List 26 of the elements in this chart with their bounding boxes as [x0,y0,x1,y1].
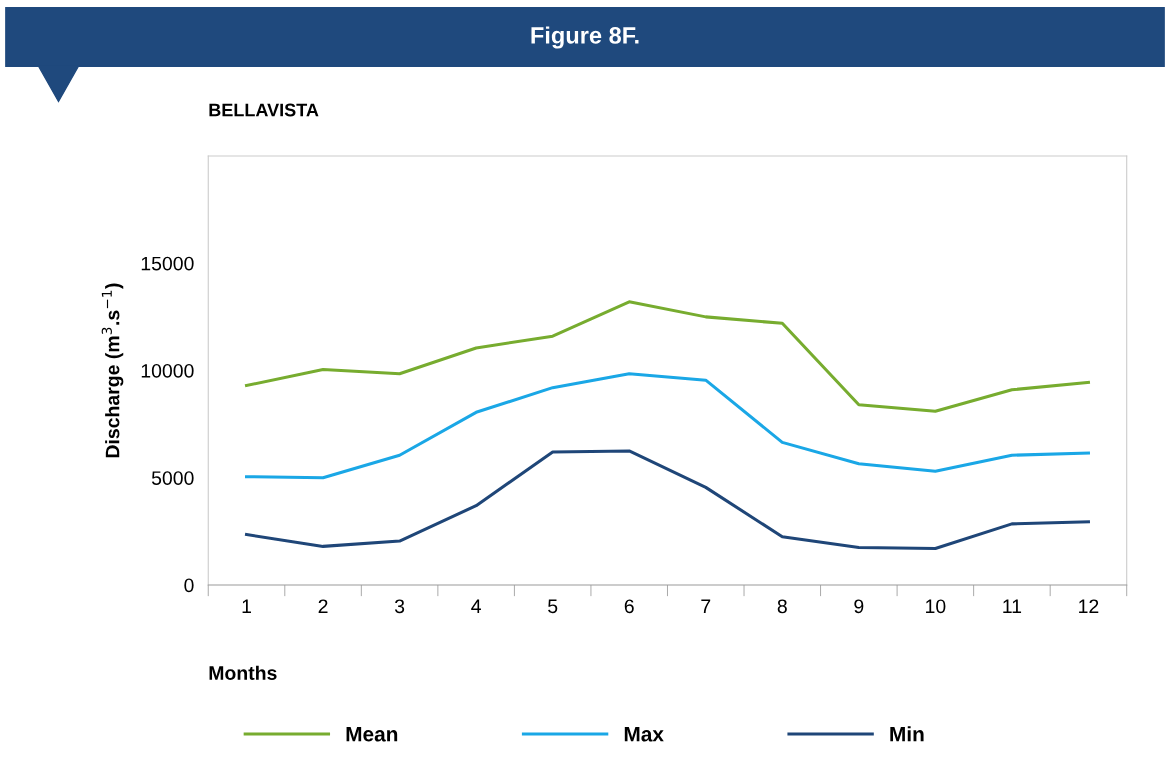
x-axis-title: Months [209,665,277,680]
x-tick-label: 10 [926,599,946,614]
x-tick-label: 8 [777,599,787,614]
legend-label: Max [624,726,664,742]
chart-subtitle: BELLAVISTA [209,103,319,117]
x-tick-label: 1 [242,599,251,613]
legend-label: Min [890,726,924,742]
x-tick-label: 2 [318,599,328,613]
line-series [245,449,1090,551]
y-axis-title: Discharge (m$^{3}$.s$^{−1}$) [101,283,124,458]
y-tick-label: 5000 [151,471,194,485]
x-tick-label: 12 [1079,599,1099,613]
y-tick-label: 15000 [141,256,194,271]
x-tick-label: 7 [701,599,711,613]
chart-title: Figure 8F. [531,26,639,49]
legend-label: Mean [346,726,398,742]
y-tick-label: 0 [184,578,194,593]
x-tick-label: 3 [394,599,405,614]
line-series [245,372,1090,480]
y-tick-label: 10000 [141,363,194,378]
x-tick-label: 11 [1003,599,1022,613]
x-tick-label: 9 [854,599,864,614]
x-tick-label: 4 [471,599,481,613]
x-tick-label: 6 [624,599,634,614]
x-tick-label: 5 [548,599,558,614]
line-series [245,300,1090,413]
